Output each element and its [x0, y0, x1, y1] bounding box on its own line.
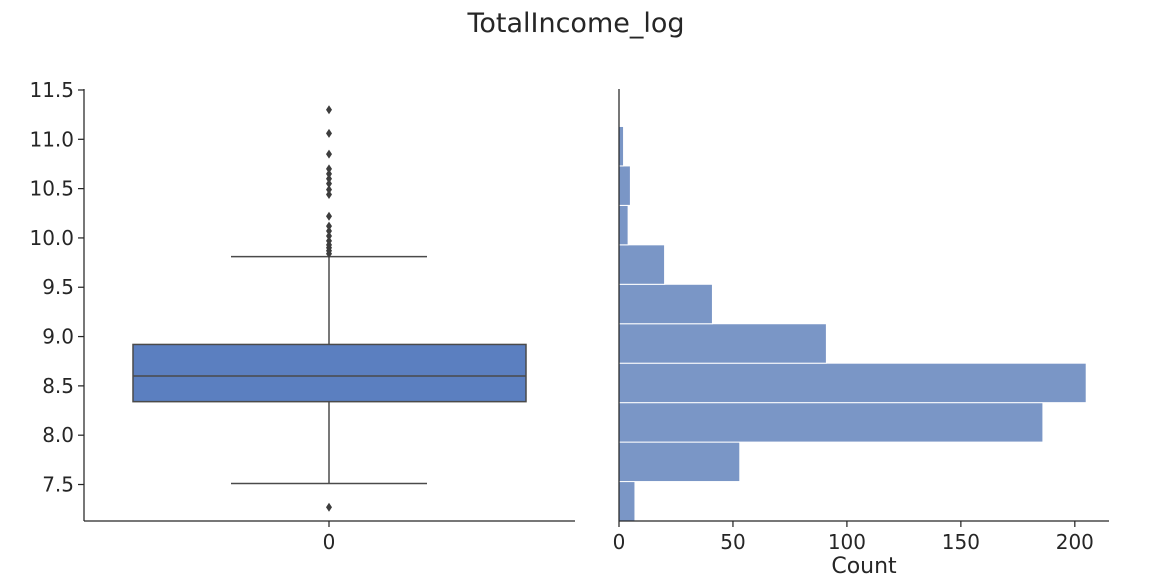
- histogram-bar: [618, 283, 713, 325]
- outlier-point: [326, 179, 332, 189]
- y-tick-label: 10.0: [29, 226, 74, 250]
- histogram-bar: [618, 323, 827, 364]
- iqr-box: [132, 343, 527, 403]
- boxplot-panel: 7.5 8.0 8.5 9.0 9.5 10.0 10.5 11.0 11.5 0: [29, 78, 575, 554]
- outlier-point: [326, 502, 332, 512]
- outlier-point: [326, 105, 332, 115]
- outlier-point: [326, 231, 332, 241]
- x-tick-label: 50: [720, 530, 745, 554]
- histogram-bar: [618, 362, 1087, 404]
- outlier-point: [326, 211, 332, 221]
- outlier-point: [326, 236, 332, 246]
- y-tick-label: 11.0: [29, 127, 74, 151]
- x-tick-label: 0: [323, 530, 336, 554]
- y-tick-label: 9.5: [42, 275, 74, 299]
- y-tick-label: 7.5: [42, 473, 74, 497]
- outlier-point: [326, 149, 332, 159]
- outlier-point: [326, 226, 332, 236]
- outlier-point: [326, 169, 332, 179]
- y-tick-label: 8.5: [42, 374, 74, 398]
- outlier-point: [326, 185, 332, 195]
- outlier-point: [326, 164, 332, 174]
- x-tick-label: 100: [828, 530, 866, 554]
- histogram-bar: [618, 481, 636, 522]
- outlier-point: [326, 221, 332, 231]
- outlier-point: [326, 174, 332, 184]
- y-tick-label: 10.5: [29, 177, 74, 201]
- x-tick-label: 0: [613, 530, 626, 554]
- y-tick-label: 9.0: [42, 325, 74, 349]
- histogram-bar: [618, 244, 666, 285]
- figure-title: TotalIncome_log: [467, 8, 685, 39]
- x-tick-label: 150: [942, 530, 980, 554]
- histogram-panel: 0 50 100 150 200 Count: [613, 89, 1109, 576]
- histogram-bar: [618, 165, 631, 206]
- histogram-bar: [618, 125, 625, 167]
- histogram-bar: [618, 441, 741, 483]
- outlier-point: [326, 128, 332, 138]
- y-tick-label: 11.5: [29, 78, 74, 102]
- outlier-point: [326, 190, 332, 200]
- histogram-bar: [618, 204, 629, 246]
- histogram-bar: [618, 402, 1044, 443]
- y-tick-label: 8.0: [42, 423, 74, 447]
- x-tick-label: 200: [1056, 530, 1094, 554]
- x-axis-label: Count: [831, 554, 897, 576]
